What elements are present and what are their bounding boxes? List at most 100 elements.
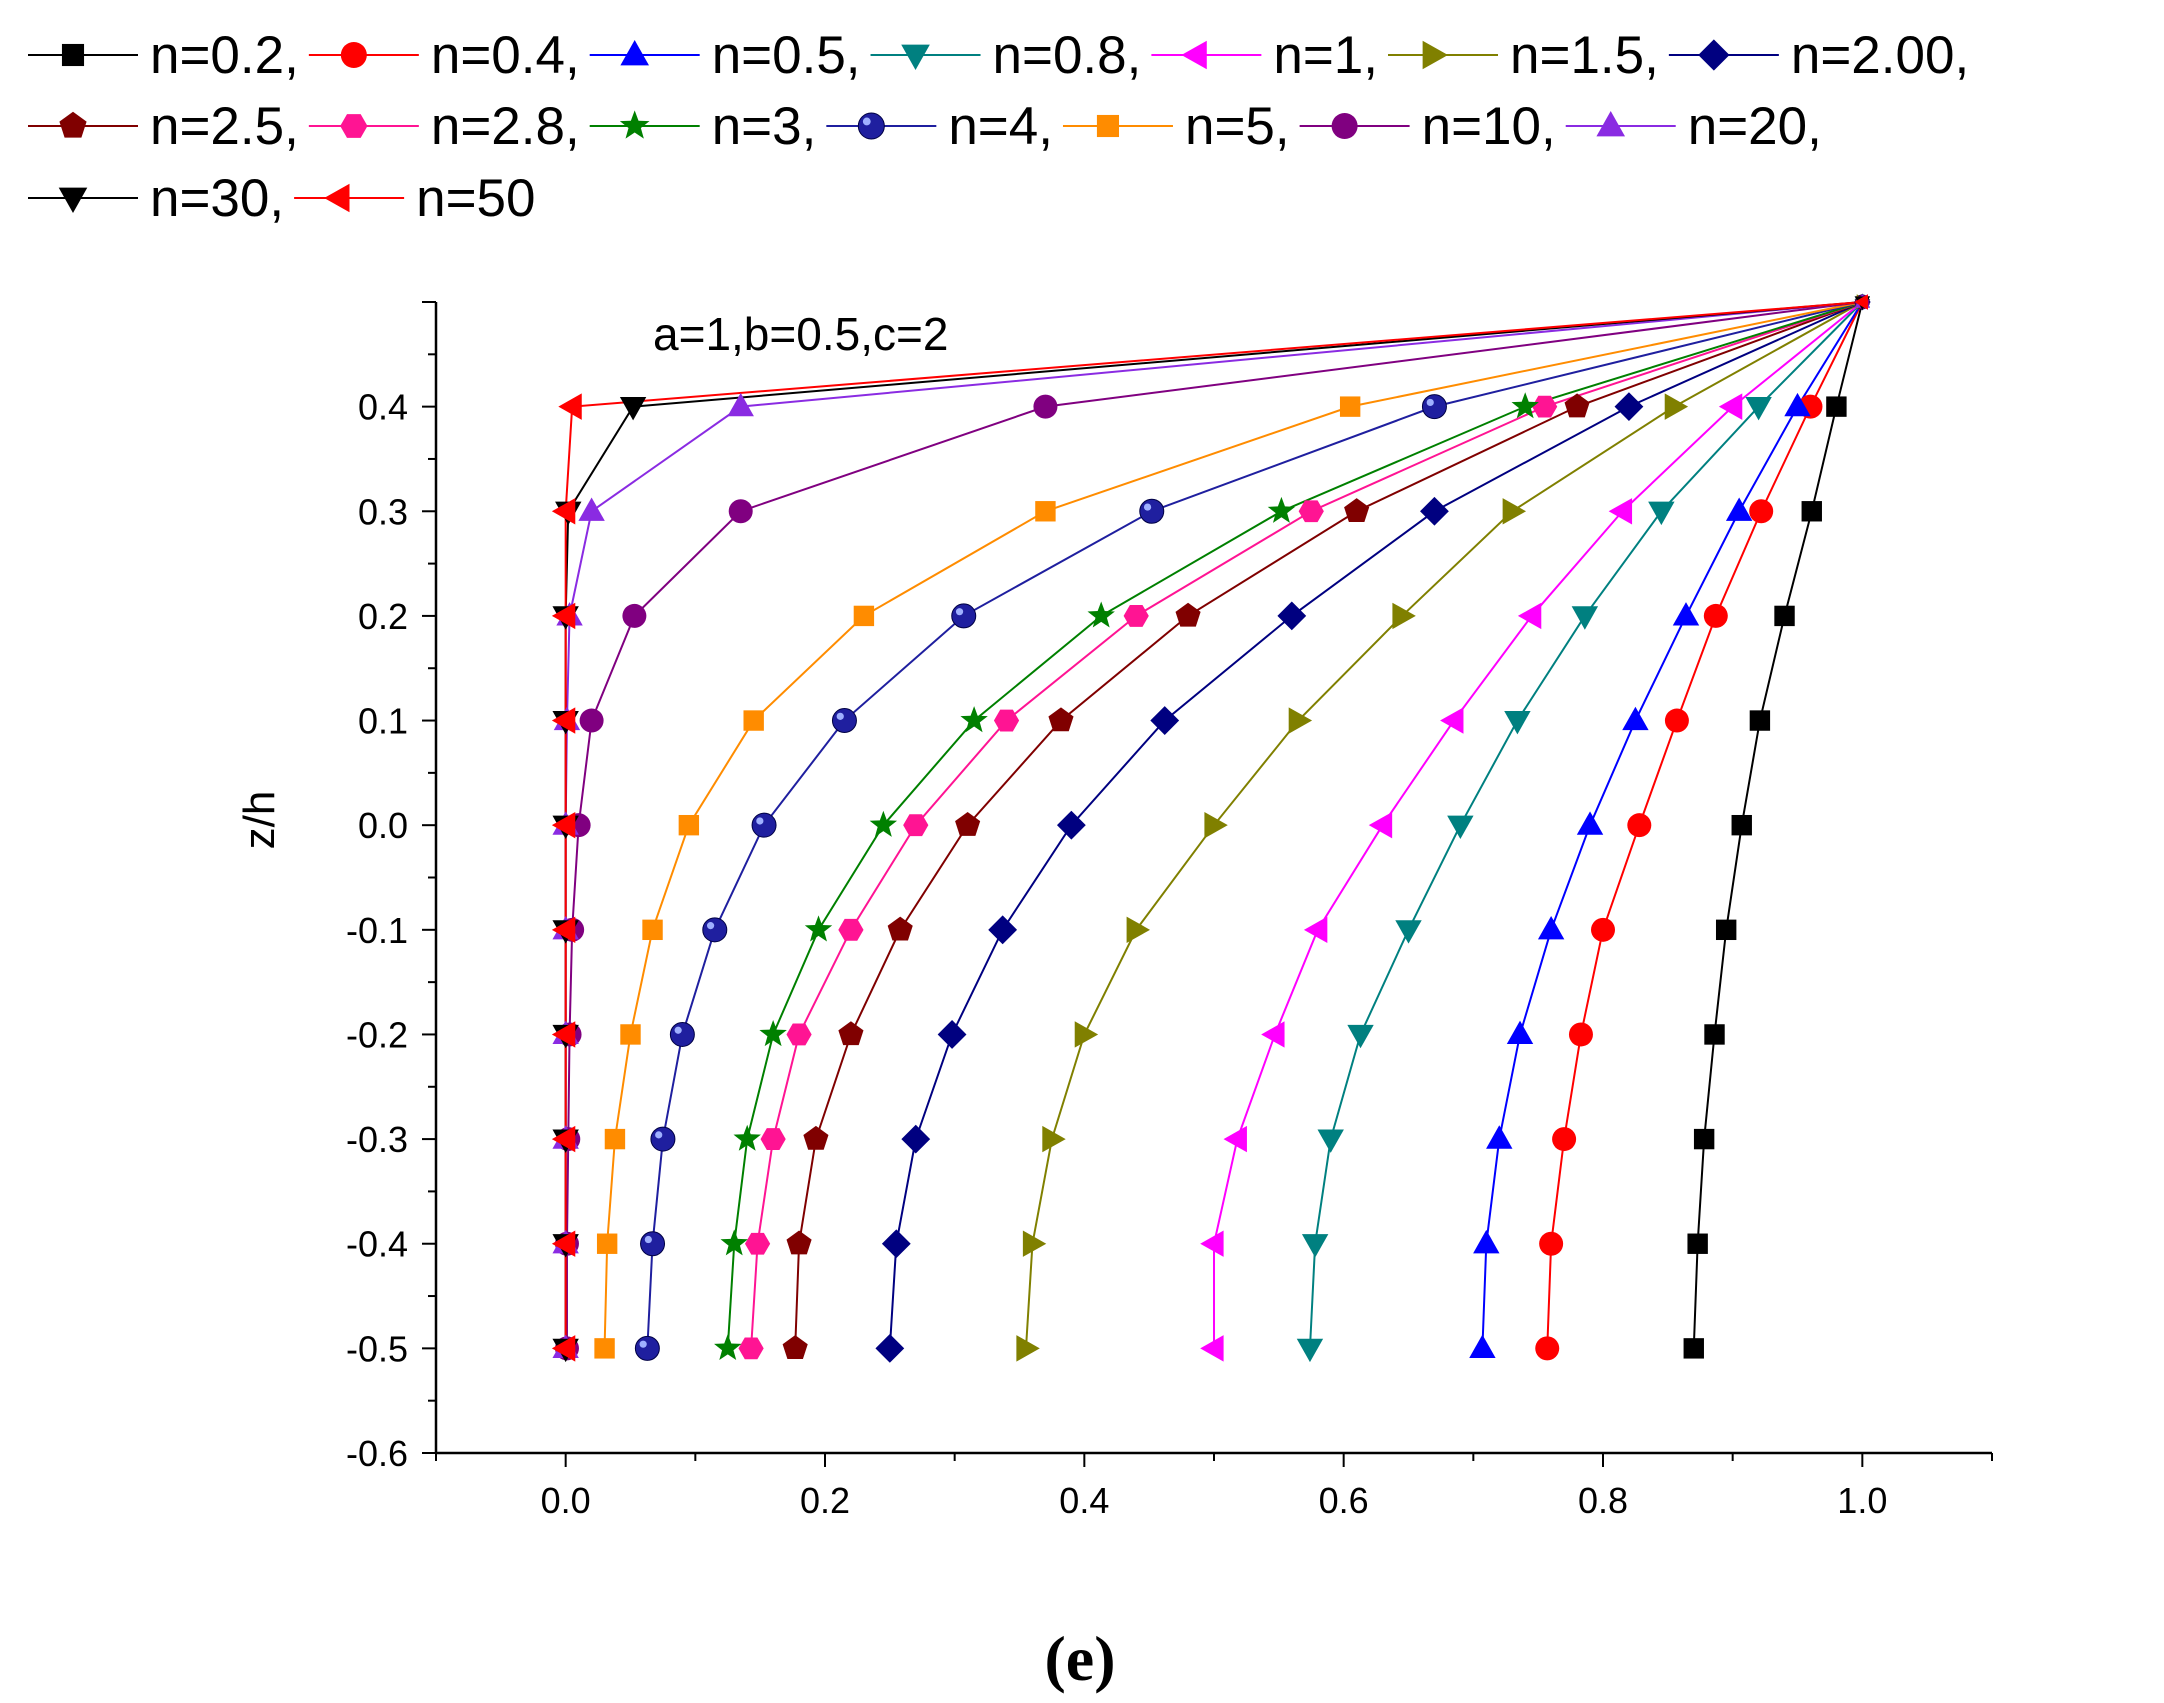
data-point bbox=[728, 499, 753, 524]
legend-item: n=1, bbox=[1151, 26, 1378, 85]
data-point bbox=[640, 1231, 666, 1257]
data-point bbox=[551, 707, 576, 734]
legend-marker bbox=[1181, 40, 1207, 70]
series-markers-3 bbox=[1296, 296, 1871, 1363]
series-2 bbox=[1481, 301, 1864, 1349]
legend-label: n=30, bbox=[150, 169, 284, 228]
data-point bbox=[1517, 602, 1542, 630]
legend-label: n=3, bbox=[712, 97, 817, 156]
data-point bbox=[551, 602, 576, 630]
data-point bbox=[1200, 1230, 1224, 1257]
data-point bbox=[786, 1230, 812, 1255]
data-point bbox=[1048, 707, 1074, 732]
data-point bbox=[1591, 917, 1615, 942]
data-point bbox=[1301, 1234, 1329, 1258]
legend-marker bbox=[620, 40, 649, 66]
legend-marker bbox=[857, 112, 885, 140]
legend-item: n=2.00, bbox=[1668, 26, 1969, 85]
data-point bbox=[1016, 1335, 1040, 1362]
legend-label: n=2.8, bbox=[431, 97, 580, 156]
data-point bbox=[1774, 605, 1795, 627]
data-point bbox=[1298, 500, 1324, 523]
data-point bbox=[1223, 1125, 1247, 1153]
series-markers-7 bbox=[782, 294, 1870, 1360]
data-point bbox=[1672, 602, 1700, 626]
legend-label: n=0.4, bbox=[431, 26, 580, 85]
legend-label: n=50 bbox=[416, 169, 535, 228]
data-point bbox=[1627, 813, 1652, 838]
data-point bbox=[760, 1128, 786, 1151]
data-point bbox=[733, 1124, 761, 1151]
data-point bbox=[1421, 394, 1447, 420]
data-point bbox=[594, 1338, 615, 1359]
series-markers-11 bbox=[594, 296, 1869, 1359]
data-point bbox=[1087, 601, 1115, 628]
data-point bbox=[727, 392, 754, 417]
series-0 bbox=[1692, 301, 1864, 1349]
x-tick-label: 0.0 bbox=[541, 1480, 591, 1521]
legend-label: n=2.5, bbox=[150, 97, 299, 156]
data-point bbox=[1608, 498, 1633, 525]
legend-item: n=2.8, bbox=[308, 97, 580, 156]
data-point bbox=[1502, 498, 1527, 525]
data-point bbox=[1576, 811, 1604, 835]
y-tick-label: -0.1 bbox=[346, 910, 408, 951]
y-tick-label: 0.1 bbox=[358, 701, 408, 742]
data-point bbox=[738, 1337, 764, 1360]
legend: n=0.2, n=0.4, n=0.5, n=0.8, n=1, n=1.5, n=2.00… bbox=[28, 26, 1969, 228]
data-point bbox=[1022, 1230, 1047, 1257]
data-point bbox=[881, 1229, 911, 1259]
series-line bbox=[603, 301, 1863, 1349]
data-point-highlight bbox=[955, 608, 964, 616]
data-point bbox=[620, 1024, 641, 1045]
y-tick-label: -0.5 bbox=[346, 1328, 408, 1369]
data-point bbox=[1535, 1336, 1560, 1361]
data-point bbox=[1784, 392, 1811, 417]
series-line bbox=[1481, 301, 1864, 1349]
data-point-highlight bbox=[1426, 398, 1434, 407]
data-point bbox=[551, 498, 576, 525]
data-point bbox=[1539, 1231, 1564, 1256]
data-point bbox=[1344, 498, 1370, 522]
data-point bbox=[551, 1021, 576, 1048]
data-point bbox=[1703, 603, 1728, 628]
data-point bbox=[720, 1229, 748, 1256]
data-point bbox=[1648, 501, 1675, 526]
data-point bbox=[786, 1023, 812, 1046]
data-point bbox=[1486, 1125, 1513, 1149]
data-point bbox=[759, 1020, 787, 1047]
data-point-highlight bbox=[639, 1340, 647, 1348]
figure-caption: (e) bbox=[1044, 1623, 1115, 1694]
legend-marker bbox=[901, 44, 930, 70]
series-line bbox=[646, 301, 1863, 1349]
data-point bbox=[804, 915, 833, 942]
legend-label: n=2.00, bbox=[1791, 26, 1969, 85]
data-point bbox=[1687, 1233, 1708, 1254]
data-point bbox=[1537, 916, 1565, 940]
parameter-annotation: a=1,b=0.5,c=2 bbox=[653, 308, 948, 360]
x-tick-label: 0.2 bbox=[800, 1480, 850, 1521]
data-point bbox=[1473, 1229, 1500, 1254]
data-point bbox=[634, 1335, 660, 1361]
data-point bbox=[1614, 392, 1644, 422]
data-point bbox=[1123, 604, 1149, 627]
legend-marker bbox=[324, 183, 350, 213]
series-line bbox=[1692, 301, 1864, 1349]
legend-item: n=5, bbox=[1062, 97, 1290, 156]
y-tick-label: 0.2 bbox=[358, 596, 408, 637]
series-line bbox=[794, 301, 1863, 1349]
data-point bbox=[1745, 397, 1772, 421]
data-point bbox=[1622, 706, 1649, 731]
series-layer bbox=[551, 293, 1871, 1363]
legend-item: n=20, bbox=[1565, 97, 1822, 156]
data-point bbox=[1277, 601, 1307, 631]
data-point bbox=[1035, 501, 1056, 522]
legend-item: n=30, bbox=[28, 169, 284, 228]
data-point bbox=[678, 814, 700, 836]
data-point bbox=[702, 917, 728, 943]
data-point bbox=[579, 708, 604, 733]
data-point bbox=[1469, 1334, 1496, 1358]
series-markers-0 bbox=[1683, 296, 1869, 1359]
data-point bbox=[1749, 710, 1771, 731]
data-point bbox=[1731, 814, 1752, 836]
